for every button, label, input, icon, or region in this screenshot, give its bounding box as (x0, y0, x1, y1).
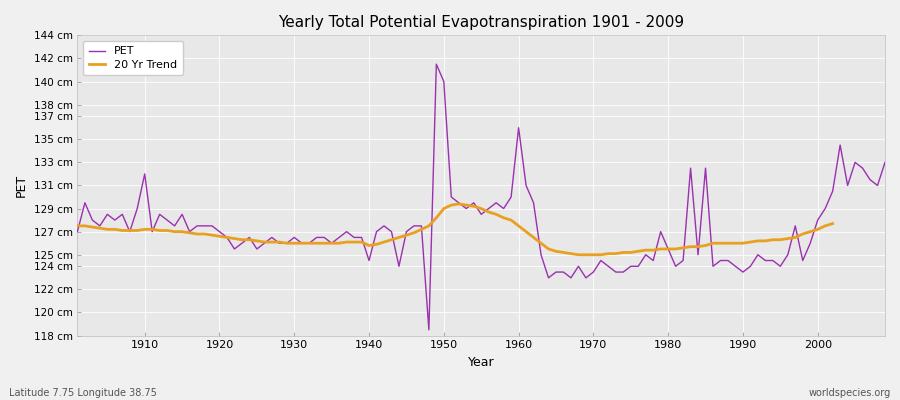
20 Yr Trend (603, 251, 614, 256)
20 Yr Trend (341, 240, 352, 244)
Y-axis label: PET: PET (15, 174, 28, 197)
Legend: PET, 20 Yr Trend: PET, 20 Yr Trend (83, 41, 183, 75)
PET (528, 200, 539, 205)
Text: worldspecies.org: worldspecies.org (809, 388, 891, 398)
20 Yr Trend (296, 241, 307, 246)
PET (424, 328, 435, 332)
PET (72, 229, 83, 234)
PET (521, 183, 532, 188)
Title: Yearly Total Potential Evapotranspiration 1901 - 2009: Yearly Total Potential Evapotranspiratio… (278, 15, 684, 30)
Line: 20 Yr Trend: 20 Yr Trend (77, 204, 832, 255)
Line: PET: PET (77, 64, 885, 330)
X-axis label: Year: Year (468, 356, 494, 369)
PET (341, 229, 352, 234)
20 Yr Trend (513, 224, 524, 228)
PET (431, 62, 442, 67)
PET (296, 241, 307, 246)
Text: Latitude 7.75 Longitude 38.75: Latitude 7.75 Longitude 38.75 (9, 388, 157, 398)
20 Yr Trend (131, 228, 142, 233)
20 Yr Trend (72, 224, 83, 228)
PET (618, 270, 629, 274)
PET (879, 160, 890, 165)
PET (131, 206, 142, 211)
20 Yr Trend (506, 218, 517, 222)
